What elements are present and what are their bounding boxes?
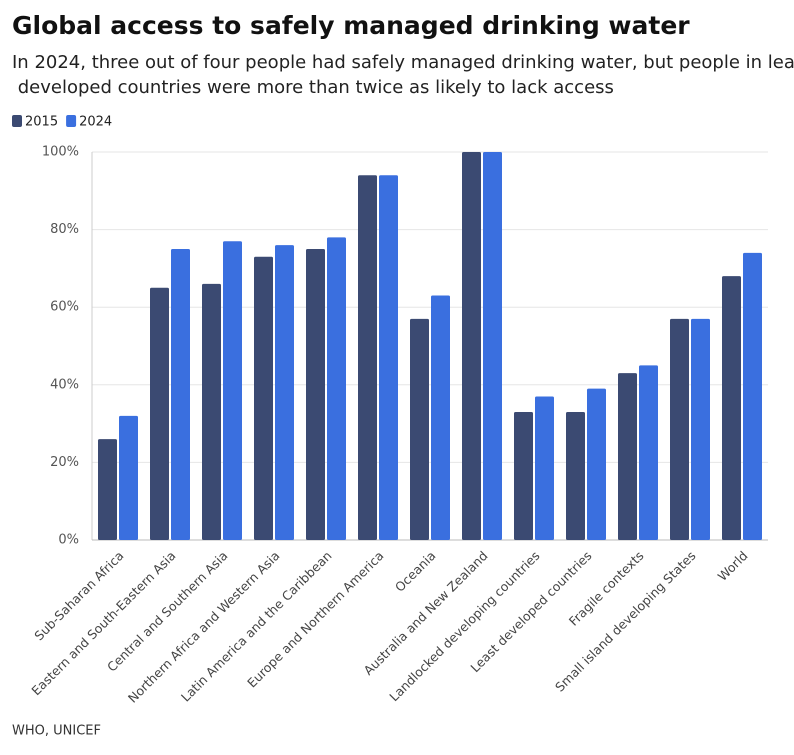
legend-label: 2024 [79,115,112,130]
x-tick-label: Oceania [392,548,439,595]
bar [462,152,481,540]
legend-swatch [66,115,77,127]
bar [306,249,325,540]
bar [223,241,242,541]
bar [150,287,169,540]
bar [119,415,138,540]
bar [535,396,554,540]
bar [587,388,606,540]
y-tick-label: 0% [58,533,79,548]
bar [410,318,429,540]
bar [618,373,637,540]
bar [431,295,450,540]
bar [483,152,502,540]
bar [379,175,398,540]
bar [358,175,377,540]
y-tick-label: 100% [42,145,79,160]
y-tick-label: 20% [50,455,79,470]
y-tick-label: 40% [50,377,79,392]
chart-title: Global access to safely managed drinking… [12,11,690,40]
bar [670,318,689,540]
chart-subtitle: In 2024, three out of four people had sa… [12,52,794,98]
x-tick-label: Sub-Saharan Africa [31,548,126,643]
bar [722,276,741,540]
bar [743,252,762,540]
bar [691,318,710,540]
y-tick-label: 60% [50,300,79,315]
bar [98,439,117,540]
bar [202,283,221,540]
x-tick-label: World [715,548,751,584]
bar [171,249,190,540]
source: WHO, UNICEF [12,724,101,739]
y-tick-label: 80% [50,222,79,237]
legend-label: 2015 [25,115,58,130]
bar [254,256,273,540]
bar [639,365,658,540]
bar [275,245,294,540]
legend-swatch [12,115,22,127]
bar [514,411,533,540]
bar [327,237,346,541]
bar [566,411,585,540]
